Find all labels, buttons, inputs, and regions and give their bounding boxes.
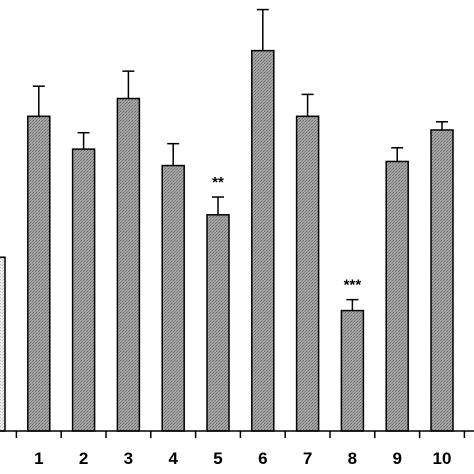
x-tick-label: 2 [79,449,88,468]
bars-group [0,49,454,432]
significance-label: ** [257,0,269,4]
x-tick-label: 3 [124,449,133,468]
bar-6 [251,49,275,432]
bar-9 [385,160,409,432]
bar-7 [295,115,320,432]
bar-2 [71,148,96,432]
x-tick-label: 4 [168,449,178,468]
significance-label: *** [344,277,362,294]
error-bars-group [32,8,448,311]
x-tick-labels-group: 1 2 3 4 5 6 7 8 9 10 [34,449,451,468]
bar-10 [430,129,454,432]
bar-3 [116,97,141,432]
x-tick-label: 10 [433,449,452,468]
x-tick-label: 8 [348,449,357,468]
bar-edge-0 [0,256,6,432]
x-ticks-group [15,431,466,438]
bar-8 [340,309,365,432]
bar-1 [27,115,51,432]
significance-group: ******** [212,0,362,294]
x-tick-label: 6 [258,449,267,468]
x-tick-label: 9 [392,449,401,468]
x-tick-label: 5 [213,449,222,468]
x-tick-label: 7 [303,449,312,468]
bar-5 [206,214,230,432]
significance-label: ** [212,174,224,191]
bar-4 [161,164,185,432]
x-tick-label: 1 [34,449,43,468]
